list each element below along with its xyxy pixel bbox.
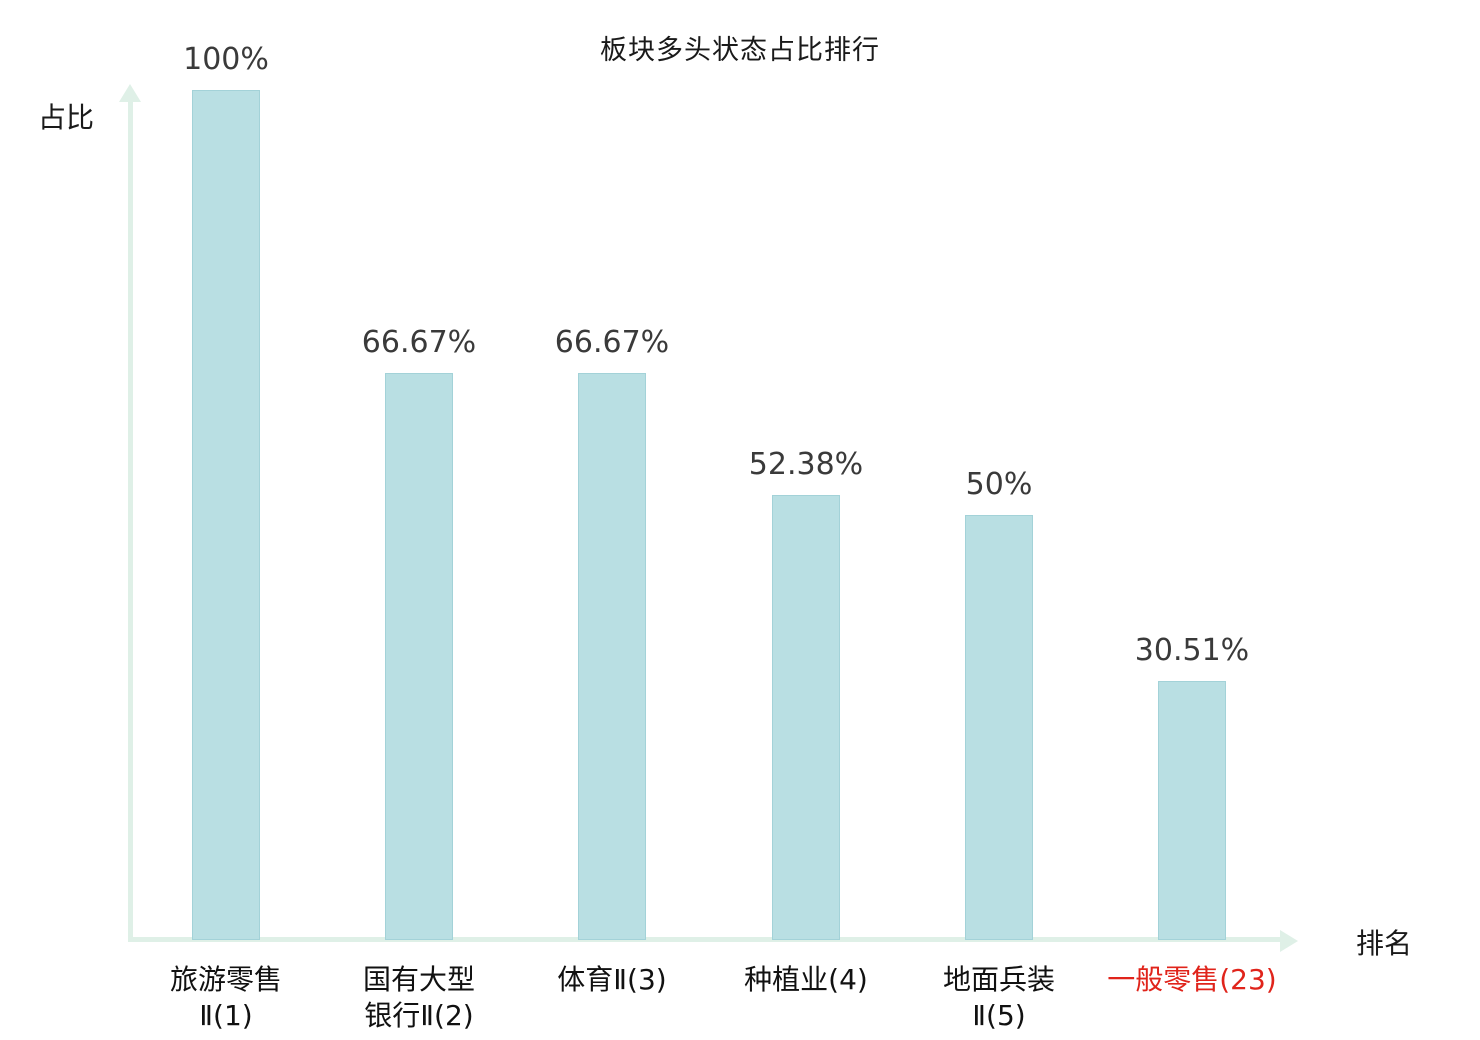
bar-value-label: 66.67% (361, 325, 477, 360)
bar-category-label: 种植业(4) (744, 963, 868, 996)
chart-title: 板块多头状态占比排行 (600, 35, 880, 66)
bar-category-label: 体育Ⅱ(3) (557, 963, 667, 996)
bar-value-label: 30.51% (1134, 633, 1250, 668)
bar (578, 373, 646, 940)
y-axis-arrow-icon (119, 84, 141, 102)
bar-category-label: 地面兵装 Ⅱ(5) (942, 963, 1055, 1032)
bar-value-label: 52.38% (748, 447, 864, 482)
bar-value-label: 100% (183, 42, 269, 77)
bar-category-label: 一般零售(23) (1107, 963, 1277, 996)
bar (772, 495, 840, 940)
x-axis-arrow-icon (1280, 930, 1298, 952)
x-axis-label: 排名 (1356, 927, 1413, 960)
bar-value-label: 66.67% (554, 325, 670, 360)
bar (965, 515, 1033, 940)
y-axis-label: 占比 (38, 101, 95, 134)
bar (1158, 681, 1226, 940)
y-axis-line (128, 100, 133, 942)
bar (192, 90, 260, 940)
bar (385, 373, 453, 940)
bar-value-label: 50% (965, 467, 1033, 502)
bar-category-label: 国有大型 银行Ⅱ(2) (362, 963, 475, 1032)
x-axis-line (128, 937, 1283, 942)
bar-category-label: 旅游零售 Ⅱ(1) (169, 963, 282, 1032)
